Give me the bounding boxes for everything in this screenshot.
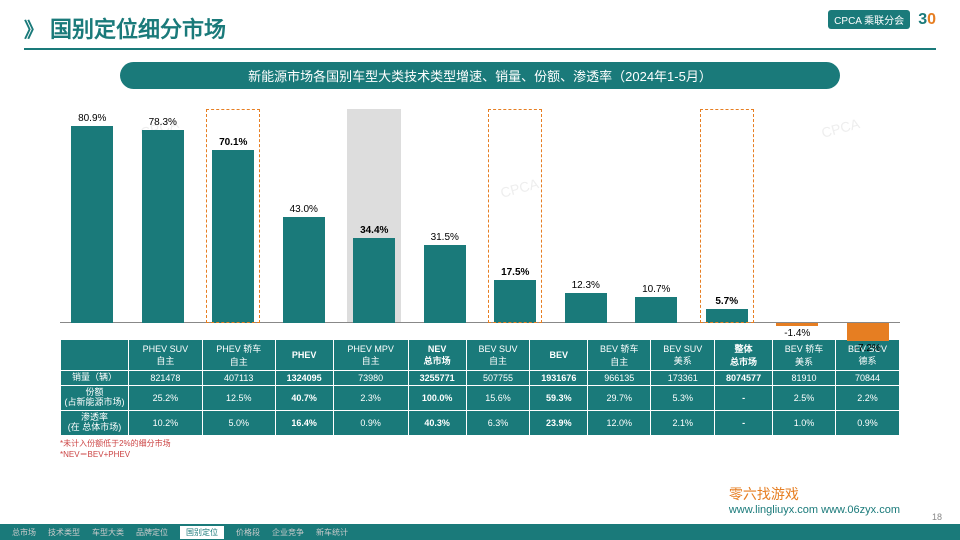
bar-8: 10.7% [624, 113, 689, 323]
footnotes: *未计入份额低于2%的细分市场 *NEV＝BEV+PHEV [60, 438, 900, 460]
footer-tab-4[interactable]: 国别定位 [180, 526, 224, 539]
footnote: *NEV＝BEV+PHEV [60, 449, 900, 460]
bar-3: 43.0% [272, 113, 337, 323]
footer-tab-6[interactable]: 企业竞争 [272, 527, 304, 538]
bar-10: -1.4% [765, 113, 830, 323]
chart-subtitle: 新能源市场各国别车型大类技术类型增速、销量、份额、渗透率（2024年1-5月） [120, 62, 840, 89]
logo-area: CPCA 乘联分会 3300 [828, 10, 936, 29]
title-underline [24, 48, 936, 50]
bar-7: 12.3% [554, 113, 619, 323]
footer-tab-5[interactable]: 价格段 [236, 527, 260, 538]
footer-tab-7[interactable]: 新车统计 [316, 527, 348, 538]
page-number: 18 [932, 512, 942, 522]
bar-1: 78.3% [131, 113, 196, 323]
footer-tab-2[interactable]: 车型大类 [92, 527, 124, 538]
bar-2: 70.1% [201, 113, 266, 323]
footnote: *未计入份额低于2%的细分市场 [60, 438, 900, 449]
footer-tab-1[interactable]: 技术类型 [48, 527, 80, 538]
data-table: PHEV SUV自主PHEV 轿车自主PHEVPHEV MPV自主NEV总市场B… [60, 339, 900, 436]
bar-chart: 80.9%78.3%70.1%43.0%34.4%31.5%17.5%12.3%… [60, 97, 900, 337]
bar-9: 5.7% [695, 113, 760, 323]
cpca-logo: CPCA 乘联分会 [828, 10, 910, 29]
thirty-logo: 3300 [918, 11, 936, 29]
footer-tab-0[interactable]: 总市场 [12, 527, 36, 538]
bar-11: -7.2% [836, 113, 901, 323]
watermark-brand: 零六找游戏 www.lingliuyx.com www.06zyx.com [729, 484, 900, 516]
footer-nav: 总市场 技术类型 车型大类 品牌定位 国别定位 价格段 企业竞争 新车统计 [0, 524, 960, 540]
page-title: 国别定位细分市场 [50, 12, 226, 44]
chevron-icon: 》 [24, 14, 40, 43]
bar-0: 80.9% [60, 113, 125, 323]
bar-6: 17.5% [483, 113, 548, 323]
bar-4: 34.4% [342, 113, 407, 323]
footer-tab-3[interactable]: 品牌定位 [136, 527, 168, 538]
bar-5: 31.5% [413, 113, 478, 323]
